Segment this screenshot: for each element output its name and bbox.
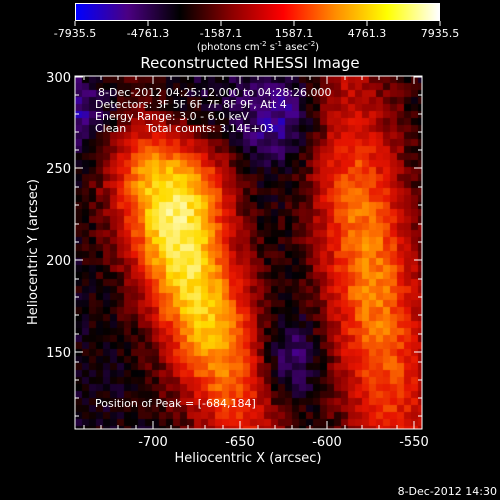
x-tick-label: -650 bbox=[225, 435, 255, 450]
detectors-text: Detectors: 3F 5F 6F 7F 8F 9F, Att 4 bbox=[95, 98, 287, 111]
y-tick-label: 300 bbox=[46, 71, 71, 86]
plot-title: Reconstructed RHESSI Image bbox=[140, 54, 360, 72]
peak-position-text: Position of Peak = [-684,184] bbox=[95, 397, 256, 410]
x-tick-label: -600 bbox=[312, 435, 342, 450]
colorbar-gradient bbox=[76, 4, 439, 20]
x-tick-label: -550 bbox=[399, 435, 429, 450]
colorbar-tick: 1587.1 bbox=[275, 27, 314, 40]
method-text: Clean bbox=[95, 122, 126, 135]
rhessi-image bbox=[75, 76, 422, 429]
footer-timestamp: 8-Dec-2012 14:30 bbox=[398, 485, 497, 498]
x-tick-label: -700 bbox=[138, 435, 168, 450]
colorbar-tick: -4761.3 bbox=[127, 27, 169, 40]
colorbar-tick: -7935.5 bbox=[54, 27, 96, 40]
total-counts-text: Total counts: 3.14E+03 bbox=[145, 122, 274, 135]
colorbar-tick: 4761.3 bbox=[348, 27, 387, 40]
y-axis-label: Heliocentric Y (arcsec) bbox=[26, 179, 41, 325]
y-tick-label: 150 bbox=[46, 346, 71, 361]
x-axis-label: Heliocentric X (arcsec) bbox=[175, 451, 322, 466]
energy-range-text: Energy Range: 3.0 - 6.0 keV bbox=[95, 110, 249, 123]
y-tick-label: 200 bbox=[46, 254, 71, 269]
colorbar-units: (photons cm-2 s-1 asec-2) bbox=[197, 40, 319, 53]
time-range-text: 8-Dec-2012 04:25:12.000 to 04:28:26.000 bbox=[98, 86, 332, 99]
y-tick-label: 250 bbox=[46, 162, 71, 177]
colorbar-tick: 7935.5 bbox=[421, 27, 460, 40]
colorbar-tick: -1587.1 bbox=[200, 27, 242, 40]
colorbar bbox=[75, 3, 440, 21]
colorbar-axis: -7935.5 -4761.3 -1587.1 1587.1 4761.3 79… bbox=[54, 21, 460, 53]
